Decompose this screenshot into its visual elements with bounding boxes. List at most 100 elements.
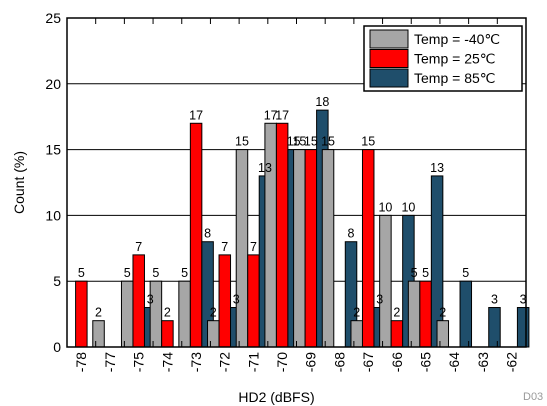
bar (178, 280, 191, 348)
data-label: 13 (430, 161, 444, 175)
y-tick-label: 10 (45, 207, 61, 223)
bar (207, 320, 220, 348)
legend-label: Temp = 85℃ (414, 70, 495, 86)
data-label: 2 (164, 306, 171, 320)
data-label: 2 (95, 306, 102, 320)
x-tick-label: -71 (245, 352, 261, 372)
bar (361, 149, 375, 348)
x-tick-label: -77 (102, 352, 118, 372)
legend: Temp = -40℃ Temp = 25℃ Temp = 85℃ (363, 25, 523, 92)
x-tick-label: -65 (417, 352, 433, 372)
x-tick-label: -64 (446, 352, 462, 372)
x-tick-labels: -78 -77 -75 -74 -73 -72 -71 -70 -69 -68 -67 -66 -65-… (73, 352, 519, 372)
data-label: 13 (258, 161, 272, 175)
y-tick-label: 5 (53, 273, 61, 289)
data-label: 2 (353, 306, 360, 320)
bar (120, 280, 134, 348)
data-label: 7 (221, 240, 228, 254)
x-tick-label: -70 (274, 352, 290, 372)
data-label: 8 (348, 227, 355, 241)
data-label: 18 (315, 95, 329, 109)
bar (304, 149, 318, 348)
axis-ticks (66, 18, 527, 347)
data-label: 7 (135, 240, 142, 254)
data-label: 10 (401, 200, 415, 214)
data-label: 15 (321, 135, 335, 149)
x-tick-label: -75 (131, 352, 147, 372)
legend-swatch (369, 68, 409, 88)
data-label: 3 (520, 293, 527, 307)
data-label: 5 (78, 266, 85, 280)
bars (75, 109, 530, 348)
bar (488, 307, 501, 348)
data-label: 5 (181, 266, 188, 280)
data-label: 5 (152, 266, 159, 280)
bar (149, 280, 163, 348)
bar (132, 254, 145, 348)
x-tick-label: -74 (159, 352, 175, 372)
figure-code: D03 (523, 391, 543, 403)
y-tick-label: 0 (53, 339, 61, 355)
y-tick-label: 15 (45, 142, 61, 158)
bar (293, 149, 306, 348)
y-tick-labels: 0 5 10 15 20 25 (45, 10, 61, 355)
x-axis-title: HD2 (dBFS) (238, 389, 314, 405)
bar (379, 214, 392, 348)
data-label: 3 (491, 293, 498, 307)
legend-label: Temp = 25℃ (414, 51, 495, 67)
bar (516, 307, 530, 348)
bar (275, 122, 289, 348)
x-tick-label: -78 (73, 352, 89, 372)
bar (407, 280, 421, 348)
data-label: 5 (124, 266, 131, 280)
bar (459, 280, 473, 348)
bar (321, 149, 335, 348)
x-tick-label: -63 (475, 352, 491, 372)
bar (350, 320, 363, 348)
bar (264, 122, 277, 348)
bar (218, 254, 232, 348)
data-label: 3 (147, 293, 154, 307)
x-tick-label: -62 (504, 352, 520, 372)
x-tick-label: -68 (331, 352, 347, 372)
y-tick-label: 25 (45, 10, 61, 26)
y-tick-label: 20 (45, 76, 61, 92)
data-label: 3 (233, 293, 240, 307)
data-label: 5 (422, 266, 429, 280)
data-label: 2 (210, 306, 217, 320)
data-label: 2 (393, 306, 400, 320)
data-label: 15 (304, 135, 318, 149)
x-tick-label: -67 (360, 352, 376, 372)
bar (419, 280, 432, 348)
x-tick-label: -69 (303, 352, 319, 372)
bar (92, 320, 105, 348)
y-axis-title: Count (%) (11, 151, 27, 214)
data-label: 17 (275, 108, 289, 122)
legend-swatch (369, 49, 409, 68)
data-label: 3 (376, 293, 383, 307)
bar (436, 320, 450, 348)
data-label: 15 (361, 135, 375, 149)
x-tick-label: -73 (188, 352, 204, 372)
data-label: 7 (250, 240, 257, 254)
legend-swatch (369, 29, 409, 49)
data-label: 17 (189, 108, 203, 122)
bar (189, 122, 203, 348)
bar (235, 149, 249, 348)
bar (247, 254, 260, 348)
bar (390, 320, 404, 348)
data-label: 17 (264, 108, 278, 122)
data-label: 10 (378, 200, 392, 214)
data-label: 8 (204, 227, 211, 241)
bar (161, 320, 174, 348)
data-label: 2 (439, 306, 446, 320)
x-tick-label: -66 (389, 352, 405, 372)
data-label: 15 (292, 135, 306, 149)
data-label: 5 (462, 266, 469, 280)
legend-label: Temp = -40℃ (414, 31, 500, 47)
bar (75, 280, 88, 348)
data-label: 15 (235, 135, 249, 149)
x-tick-label: -72 (217, 352, 233, 372)
data-label: 5 (411, 266, 418, 280)
